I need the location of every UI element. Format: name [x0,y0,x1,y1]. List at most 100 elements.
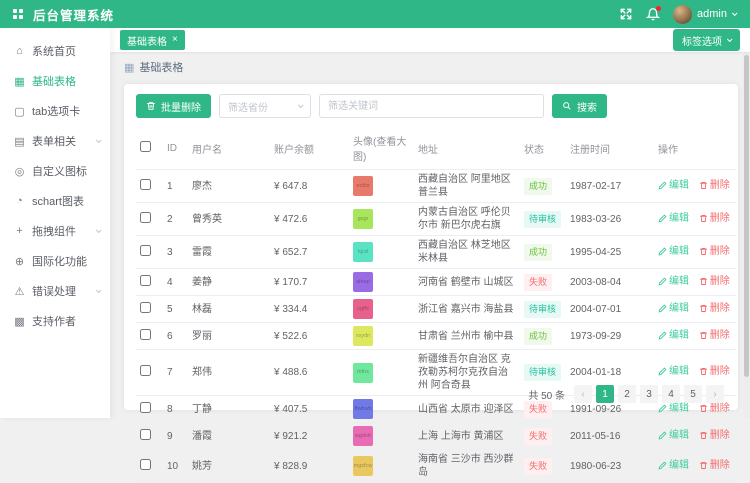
sidebar-item-tabs[interactable]: ▢ tab选项卡 [0,96,110,126]
pagination-page-2[interactable]: 2 [618,385,636,403]
delete-button[interactable]: 删除 [699,329,730,342]
table-icon: ▦ [124,61,134,74]
row-checkbox[interactable] [140,329,151,340]
trash-icon [699,367,708,376]
sidebar-item-error[interactable]: ⚠ 错误处理 [0,276,110,306]
delete-button[interactable]: 删除 [699,429,730,442]
pagination-page-5[interactable]: 5 [684,385,702,403]
trash-icon [699,431,708,440]
delete-button[interactable]: 删除 [699,275,730,288]
sidebar-item-custom-icon[interactable]: ◎ 自定义图标 [0,156,110,186]
search-button[interactable]: 搜索 [552,94,607,118]
chevron-down-icon [96,137,102,143]
avatar-image[interactable]: wgdvb [353,426,373,446]
chevron-down-icon [298,102,304,108]
avatar-image[interactable]: mgsfcw [353,456,373,476]
delete-button[interactable]: 删除 [699,459,730,472]
toolbar: 批量删除 筛选省份 搜索 [136,94,726,118]
sidebar-item-schart[interactable]: ◔ schart图表 [0,186,110,216]
column-header: 账户余额 [270,127,349,170]
fullscreen-icon[interactable] [619,7,633,21]
search-icon [562,101,572,111]
row-checkbox[interactable] [140,429,151,440]
edit-button[interactable]: 编辑 [658,275,689,288]
delete-button[interactable]: 删除 [699,365,730,378]
cell-id: 6 [163,323,188,350]
sidebar: ⌂ 系统首页 ▦ 基础表格 ▢ tab选项卡 ▤ 表单相关 ◎ 自定义图标 ◔ … [0,28,110,418]
avatar-image[interactable]: gxgr [353,209,373,229]
user-menu[interactable]: admin [673,5,736,24]
row-checkbox[interactable] [140,245,151,256]
avatar-image[interactable]: kjcd [353,242,373,262]
edit-button[interactable]: 编辑 [658,329,689,342]
row-checkbox[interactable] [140,275,151,286]
cell-balance: ¥ 407.5 [270,396,349,423]
avatar-image[interactable]: ectbx [353,176,373,196]
avatar-image[interactable]: xsydn [353,326,373,346]
province-filter-select[interactable]: 筛选省份 [219,94,311,118]
edit-button[interactable]: 编辑 [658,179,689,192]
avatar-image[interactable]: afeap [353,272,373,292]
status-badge: 失败 [524,428,552,445]
tab-basic-table[interactable]: 基础表格 × [120,30,185,50]
row-checkbox[interactable] [140,302,151,313]
avatar-image[interactable]: mfnx [353,363,373,383]
close-icon[interactable]: × [172,35,178,45]
pagination-page-3[interactable]: 3 [640,385,658,403]
cell-address: 甘肃省 兰州市 榆中县 [414,323,520,350]
cell-register-date: 1987-02-17 [566,170,654,203]
delete-button[interactable]: 删除 [699,179,730,192]
table-row: 3 雷霞 ¥ 652.7 kjcd 西藏自治区 林芝地区 米林县 成功 1995… [136,236,736,269]
status-badge: 成功 [524,244,552,261]
column-header: 地址 [414,127,520,170]
row-checkbox[interactable] [140,212,151,223]
chevron-down-icon [96,287,102,293]
pagination-page-4[interactable]: 4 [662,385,680,403]
pencil-icon [658,367,667,376]
delete-button[interactable]: 删除 [699,402,730,415]
row-checkbox[interactable] [140,365,151,376]
sidebar-item-forms[interactable]: ▤ 表单相关 [0,126,110,156]
chevron-down-icon [727,36,733,42]
bell-icon[interactable] [646,7,660,21]
sidebar-item-i18n[interactable]: ⊕ 国际化功能 [0,246,110,276]
delete-button[interactable]: 删除 [699,245,730,258]
scrollbar-track[interactable] [743,52,750,418]
pagination-prev-button[interactable]: ‹ [574,385,592,403]
table-body: 1 廖杰 ¥ 647.8 ectbx 西藏自治区 阿里地区 普兰县 成功 198… [136,170,736,483]
scrollbar-thumb[interactable] [744,55,749,377]
edit-button[interactable]: 编辑 [658,459,689,472]
pagination-page-1[interactable]: 1 [596,385,614,403]
avatar-image[interactable]: cgffs [353,299,373,319]
edit-button[interactable]: 编辑 [658,302,689,315]
edit-button[interactable]: 编辑 [658,245,689,258]
select-all-checkbox[interactable] [140,141,151,152]
edit-button[interactable]: 编辑 [658,212,689,225]
sidebar-item-basic-table[interactable]: ▦ 基础表格 [0,66,110,96]
row-checkbox[interactable] [140,179,151,190]
pencil-icon [658,277,667,286]
cell-username: 丁静 [188,396,270,423]
edit-button[interactable]: 编辑 [658,402,689,415]
avatar-image[interactable]: ffwbwb [353,399,373,419]
sidebar-item-drag[interactable]: + 拖拽组件 [0,216,110,246]
delete-button[interactable]: 删除 [699,212,730,225]
cell-register-date: 2011-05-16 [566,423,654,450]
keyword-input[interactable] [319,94,544,118]
trash-icon [699,277,708,286]
pagination-next-button[interactable]: › [706,385,724,403]
delete-button[interactable]: 删除 [699,302,730,315]
edit-button[interactable]: 编辑 [658,365,689,378]
cell-id: 1 [163,170,188,203]
app-logo-icon [13,9,23,19]
sidebar-item-home[interactable]: ⌂ 系统首页 [0,36,110,66]
tag-options-button[interactable]: 标签选项 [673,29,740,51]
edit-button[interactable]: 编辑 [658,429,689,442]
row-checkbox[interactable] [140,402,151,413]
cell-address: 西藏自治区 林芝地区 米林县 [414,236,520,269]
batch-delete-button[interactable]: 批量删除 [136,94,211,118]
row-checkbox[interactable] [140,459,151,470]
chevron-down-icon [732,10,738,16]
sidebar-item-donate[interactable]: ▩ 支持作者 [0,306,110,336]
